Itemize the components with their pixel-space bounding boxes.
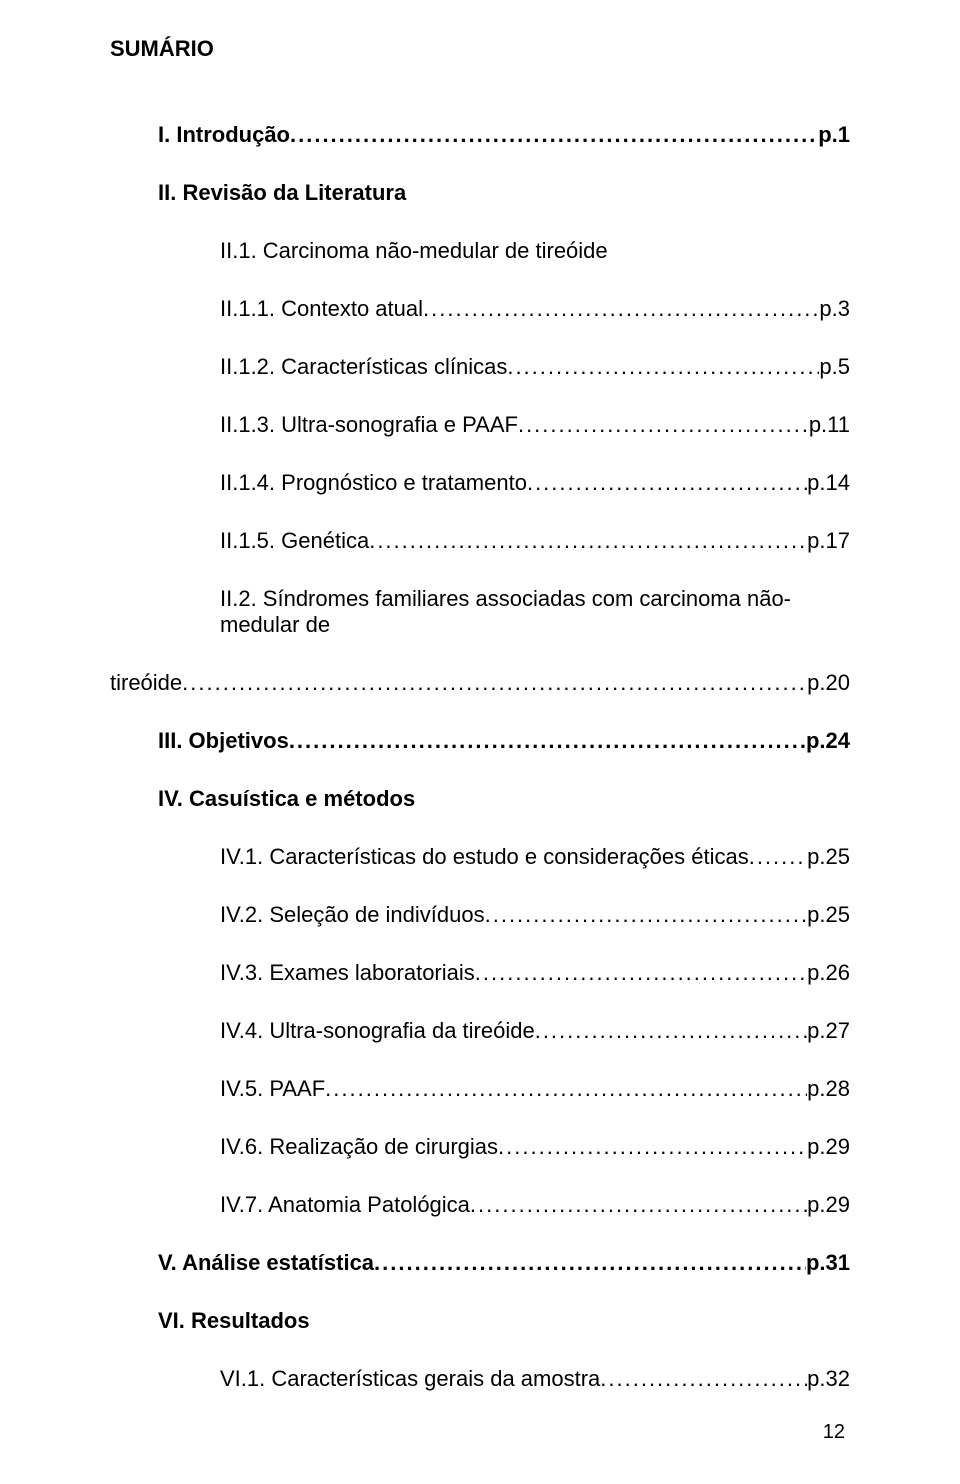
toc-entry: III. Objetivos p.24 (110, 728, 850, 754)
toc-entry: IV.3. Exames laboratoriais p.26 (110, 960, 850, 986)
toc-entry-label: I. Introdução (158, 122, 290, 148)
toc-entry: IV. Casuística e métodos (110, 786, 850, 812)
toc-entry-page: p.11 (809, 412, 850, 438)
toc-entry-page: p.14 (807, 470, 850, 496)
toc-dot-leader (485, 902, 808, 928)
toc-dot-leader (749, 844, 807, 870)
toc-dot-leader (475, 960, 807, 986)
toc-entry: tireóide p.20 (110, 670, 850, 696)
toc-entry-page: p.26 (807, 960, 850, 986)
toc-entry-page: p.20 (807, 670, 850, 696)
toc-dot-leader (182, 670, 807, 696)
toc-entry-label: II.1.2. Características clínicas (220, 354, 507, 380)
toc-entry: II. Revisão da Literatura (110, 180, 850, 206)
toc-dot-leader (600, 1366, 807, 1392)
toc-entry: II.1. Carcinoma não-medular de tireóide (110, 238, 850, 264)
toc-dot-leader (470, 1192, 807, 1218)
toc-entry-page: p.27 (807, 1018, 850, 1044)
toc-entry: II.1.3. Ultra-sonografia e PAAF p.11 (110, 412, 850, 438)
toc-entry-label: II.1.1. Contexto atual (220, 296, 423, 322)
table-of-contents: I. Introdução p.1 II. Revisão da Literatur… (110, 122, 850, 1392)
toc-entry-label: IV.2. Seleção de indivíduos (220, 902, 485, 928)
toc-dot-leader (369, 528, 807, 554)
toc-entry-page: p.32 (807, 1366, 850, 1392)
toc-dot-leader (498, 1134, 807, 1160)
toc-entry: V. Análise estatística p.31 (110, 1250, 850, 1276)
toc-entry: VI.1. Características gerais da amostra p… (110, 1366, 850, 1392)
toc-dot-leader (527, 470, 807, 496)
toc-dot-leader (423, 296, 819, 322)
toc-entry-label: VI.1. Características gerais da amostra (220, 1366, 600, 1392)
toc-entry-page: p.25 (807, 902, 850, 928)
toc-entry: II.1.1. Contexto atual p.3 (110, 296, 850, 322)
toc-entry-page: p.31 (806, 1250, 850, 1276)
toc-entry-page: p.1 (818, 122, 850, 148)
toc-entry: II.1.2. Características clínicas p.5 (110, 354, 850, 380)
toc-entry-label: IV.5. PAAF (220, 1076, 325, 1102)
toc-entry-page: p.3 (819, 296, 850, 322)
toc-entry: II.2. Síndromes familiares associadas co… (110, 586, 850, 638)
toc-entry-page: p.29 (807, 1134, 850, 1160)
toc-dot-leader (507, 354, 819, 380)
toc-entry: II.1.4. Prognóstico e tratamento p.14 (110, 470, 850, 496)
toc-dot-leader (289, 728, 806, 754)
toc-entry-page: p.28 (807, 1076, 850, 1102)
toc-entry-label: III. Objetivos (158, 728, 289, 754)
toc-entry-page: p.17 (807, 528, 850, 554)
toc-entry: IV.6. Realização de cirurgias p.29 (110, 1134, 850, 1160)
toc-entry-label: tireóide (110, 670, 182, 696)
toc-entry-page: p.5 (819, 354, 850, 380)
page-title: SUMÁRIO (110, 36, 850, 62)
toc-entry-label: IV.4. Ultra-sonografia da tireóide (220, 1018, 535, 1044)
toc-entry: II.1.5. Genética p.17 (110, 528, 850, 554)
toc-dot-leader (374, 1250, 806, 1276)
toc-entry: IV.1. Características do estudo e consid… (110, 844, 850, 870)
toc-dot-leader (518, 412, 809, 438)
toc-entry-label: II.1.5. Genética (220, 528, 369, 554)
toc-entry-label: IV.1. Características do estudo e consid… (220, 844, 749, 870)
toc-entry: IV.4. Ultra-sonografia da tireóide p.27 (110, 1018, 850, 1044)
toc-entry-label: II.1.3. Ultra-sonografia e PAAF (220, 412, 518, 438)
toc-entry: I. Introdução p.1 (110, 122, 850, 148)
toc-entry-label: IV.7. Anatomia Patológica (220, 1192, 470, 1218)
toc-entry: IV.2. Seleção de indivíduos p.25 (110, 902, 850, 928)
toc-entry-label: II.1.4. Prognóstico e tratamento (220, 470, 527, 496)
page-number: 12 (823, 1421, 845, 1444)
document-page: SUMÁRIO I. Introdução p.1 II. Revisão da L… (0, 0, 960, 1484)
toc-entry: IV.5. PAAF p.28 (110, 1076, 850, 1102)
toc-entry-page: p.24 (806, 728, 850, 754)
toc-dot-leader (535, 1018, 807, 1044)
toc-dot-leader (325, 1076, 807, 1102)
toc-dot-leader (290, 122, 818, 148)
toc-entry: IV.7. Anatomia Patológica p.29 (110, 1192, 850, 1218)
toc-entry-label: V. Análise estatística (158, 1250, 374, 1276)
toc-entry-label: IV.3. Exames laboratoriais (220, 960, 475, 986)
toc-entry-page: p.29 (807, 1192, 850, 1218)
toc-entry-label: IV.6. Realização de cirurgias (220, 1134, 498, 1160)
toc-entry-page: p.25 (807, 844, 850, 870)
toc-entry: VI. Resultados (110, 1308, 850, 1334)
